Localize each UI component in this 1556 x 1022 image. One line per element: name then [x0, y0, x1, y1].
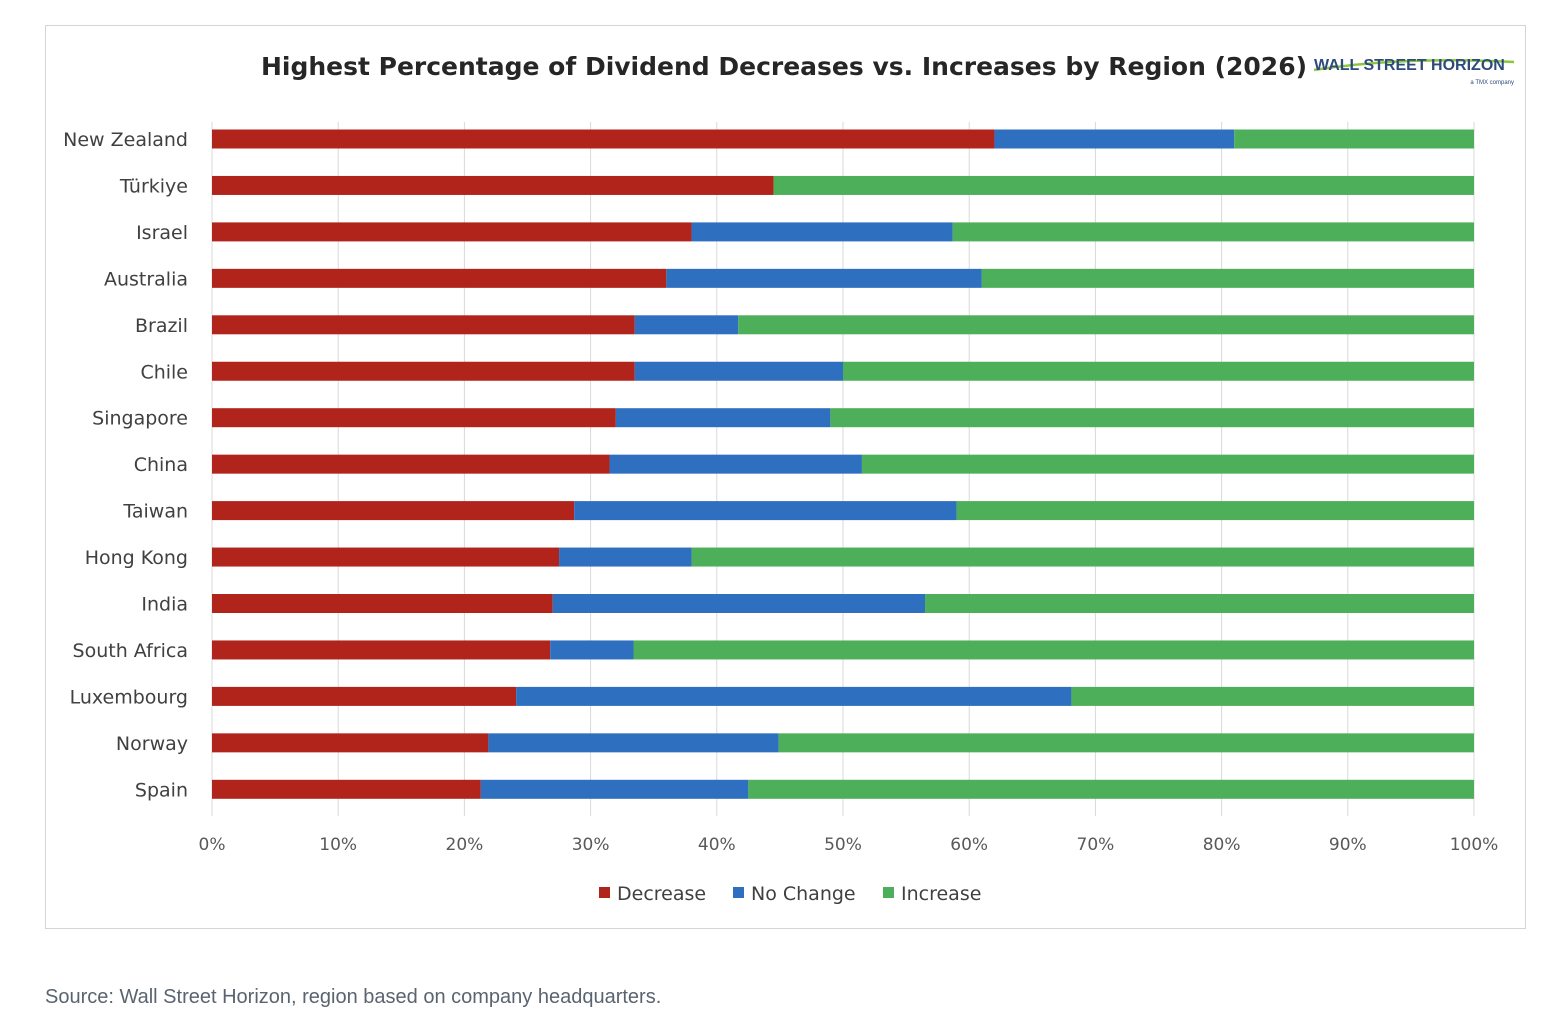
x-tick-label: 100%: [1450, 835, 1499, 855]
logo-name: WALL STREET HORIZON: [1314, 57, 1505, 74]
bar-increase: [1234, 129, 1474, 149]
bar-increase: [633, 640, 1474, 660]
bar-no-change: [480, 779, 749, 799]
bar-decrease: [212, 175, 774, 195]
bar-decrease: [212, 640, 551, 660]
category-label: India: [141, 594, 188, 616]
bar-decrease: [212, 129, 995, 149]
wall-street-horizon-logo: WALL STREET HORIZON a TMX company: [1313, 57, 1515, 86]
category-labels: New Zealand Türkiye Israel Australia Brazil C…: [63, 129, 188, 801]
bar-increase: [773, 175, 1474, 195]
bar-increase: [778, 733, 1474, 753]
bar-decrease: [212, 594, 553, 613]
x-axis-tick-labels: 0% 10% 20% 30% 40% 50% 60% 70% 80% 90% 100%: [199, 835, 1499, 855]
legend-label: Increase: [901, 883, 981, 905]
x-tick-label: 70%: [1077, 835, 1115, 855]
bar-no-change: [666, 268, 982, 288]
category-label: Norway: [116, 733, 188, 755]
x-tick-label: 20%: [446, 835, 484, 855]
category-label: Singapore: [92, 408, 188, 430]
bar-decrease: [212, 315, 635, 335]
logo-tagline: a TMX company: [1470, 80, 1514, 86]
category-label: Türkiye: [119, 175, 188, 197]
bar-no-change: [609, 454, 862, 474]
bar-increase: [956, 501, 1474, 521]
bar-increase: [925, 594, 1474, 613]
bar-decrease: [212, 361, 635, 381]
stacked-bar-chart: Highest Percentage of Dividend Decreases…: [63, 52, 1515, 905]
bar-increase: [830, 408, 1474, 428]
bar-decrease: [212, 547, 560, 567]
category-label: New Zealand: [63, 129, 188, 151]
x-tick-label: 90%: [1329, 835, 1367, 855]
chart-frame: Highest Percentage of Dividend Decreases…: [45, 25, 1526, 929]
bars: [212, 129, 1474, 799]
legend-swatch: [733, 887, 744, 898]
bar-no-change: [634, 361, 843, 381]
x-tick-label: 80%: [1203, 835, 1241, 855]
logo-swoosh-icon: [1313, 58, 1515, 72]
bar-no-change: [691, 222, 953, 242]
x-tick-label: 40%: [698, 835, 736, 855]
bar-increase: [738, 315, 1474, 335]
bar-increase: [843, 361, 1474, 381]
bar-decrease: [212, 733, 489, 753]
category-label: Hong Kong: [85, 547, 188, 569]
bar-decrease: [212, 408, 616, 428]
bar-decrease: [212, 686, 517, 706]
bar-decrease: [212, 222, 692, 242]
bar-no-change: [550, 640, 634, 660]
source-note: Source: Wall Street Horizon, region base…: [45, 986, 662, 1008]
bar-decrease: [212, 501, 575, 521]
legend-swatch: [599, 887, 610, 898]
bar-no-change: [615, 408, 831, 428]
category-label: South Africa: [73, 640, 188, 662]
bar-increase: [748, 779, 1474, 799]
bar-no-change: [488, 733, 779, 753]
bar-no-change: [559, 547, 692, 567]
bar-decrease: [212, 454, 610, 474]
category-label: Luxembourg: [70, 686, 188, 708]
category-label: China: [134, 454, 188, 476]
bar-no-change: [516, 686, 1072, 706]
bar-increase: [691, 547, 1474, 567]
x-tick-label: 10%: [319, 835, 357, 855]
bar-increase: [861, 454, 1474, 474]
category-label: Brazil: [135, 315, 188, 337]
x-tick-label: 60%: [950, 835, 988, 855]
chart-title: Highest Percentage of Dividend Decreases…: [261, 52, 1307, 81]
category-label: Australia: [104, 268, 188, 290]
x-tick-label: 0%: [199, 835, 226, 855]
category-label: Israel: [136, 222, 188, 244]
legend-label: Decrease: [617, 883, 706, 905]
category-label: Taiwan: [122, 501, 188, 523]
bar-no-change: [552, 594, 926, 613]
bar-no-change: [994, 129, 1235, 149]
legend-label: No Change: [751, 883, 856, 905]
legend-swatch: [883, 887, 894, 898]
bar-increase: [1071, 686, 1474, 706]
category-label: Spain: [135, 779, 188, 801]
bar-no-change: [574, 501, 957, 521]
bar-increase: [981, 268, 1474, 288]
category-label: Chile: [140, 361, 188, 383]
bar-decrease: [212, 268, 667, 288]
legend: Decrease No Change Increase: [599, 883, 981, 905]
bar-no-change: [634, 315, 739, 335]
bar-increase: [952, 222, 1474, 242]
x-tick-label: 30%: [572, 835, 610, 855]
bar-decrease: [212, 779, 481, 799]
x-tick-label: 50%: [824, 835, 862, 855]
